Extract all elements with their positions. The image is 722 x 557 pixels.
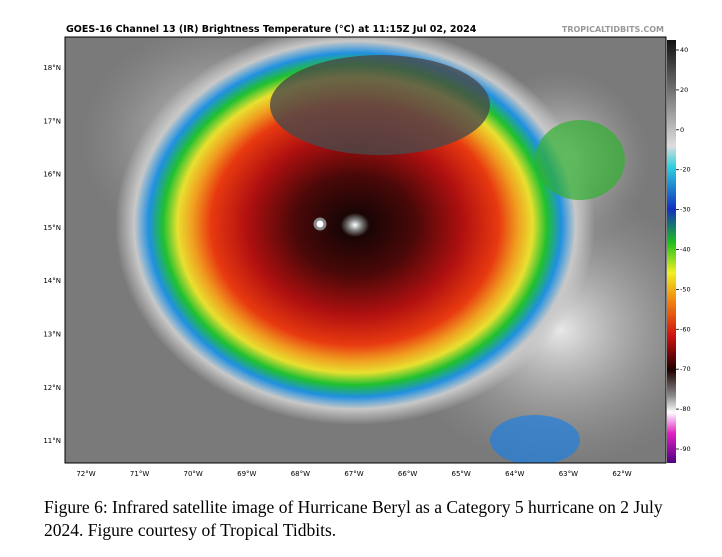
- longitude-label: 71°W: [130, 470, 149, 478]
- colorbar-tick-label: -80: [680, 405, 691, 413]
- colorbar-tick-label: 40: [680, 46, 688, 54]
- colorbar-tick-label: 0: [680, 126, 684, 134]
- latitude-label: 16°N: [43, 171, 61, 179]
- colorbar-tick-label: -90: [680, 445, 691, 453]
- colorbar: [667, 40, 676, 463]
- latitude-label: 18°N: [43, 64, 61, 72]
- source-watermark: TROPICALTIDBITS.COM: [562, 25, 664, 34]
- colorbar-tick-label: -70: [680, 365, 691, 373]
- latitude-label: 12°N: [43, 384, 61, 392]
- longitude-label: 62°W: [612, 470, 631, 478]
- colorbar-tick-label: -50: [680, 285, 691, 293]
- latitude-label: 14°N: [43, 277, 61, 285]
- colorbar-tick-label: -40: [680, 246, 691, 254]
- latitude-label: 15°N: [43, 224, 61, 232]
- longitude-label: 68°W: [291, 470, 310, 478]
- latitude-label: 13°N: [43, 331, 61, 339]
- longitude-label: 70°W: [184, 470, 203, 478]
- colorbar-tick-label: 20: [680, 86, 688, 94]
- image-frame: [64, 36, 667, 464]
- latitude-label: 11°N: [43, 437, 61, 445]
- longitude-label: 63°W: [559, 470, 578, 478]
- figure-title: GOES-16 Channel 13 (IR) Brightness Tempe…: [66, 24, 477, 35]
- figure-caption: Figure 6: Infrared satellite image of Hu…: [44, 497, 663, 540]
- colorbar-tick-label: -20: [680, 166, 691, 174]
- longitude-label: 64°W: [505, 470, 524, 478]
- figure: GOES-16 Channel 13 (IR) Brightness Tempe…: [43, 24, 691, 478]
- latitude-label: 17°N: [43, 117, 61, 125]
- longitude-label: 69°W: [237, 470, 256, 478]
- longitude-label: 67°W: [344, 470, 363, 478]
- storm-imagery: [80, 37, 666, 463]
- longitude-label: 66°W: [398, 470, 417, 478]
- longitude-label: 65°W: [452, 470, 471, 478]
- longitude-label: 72°W: [76, 470, 95, 478]
- colorbar-tick-label: -60: [680, 325, 691, 333]
- colorbar-tick-label: -30: [680, 206, 691, 214]
